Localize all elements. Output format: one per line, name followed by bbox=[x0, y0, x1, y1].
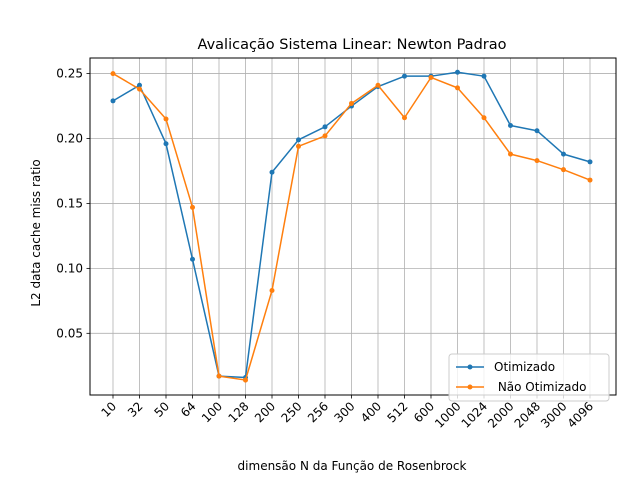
data-point bbox=[269, 169, 275, 175]
data-point bbox=[534, 128, 540, 134]
y-tick-label: 0.15 bbox=[56, 196, 83, 210]
legend-label-nao-otimizado: Não Otimizado bbox=[494, 380, 586, 394]
data-point bbox=[163, 116, 169, 122]
data-point bbox=[481, 73, 487, 79]
legend-marker-otimizado bbox=[467, 364, 473, 370]
data-point bbox=[402, 73, 407, 79]
data-point bbox=[163, 141, 169, 147]
data-point bbox=[587, 159, 593, 165]
y-tick-label: 0.20 bbox=[56, 132, 83, 146]
data-point bbox=[402, 115, 407, 121]
data-point bbox=[481, 115, 487, 121]
legend-label-otimizado: Otimizado bbox=[494, 360, 555, 374]
data-point bbox=[349, 100, 354, 106]
data-point bbox=[137, 82, 142, 88]
data-point bbox=[269, 287, 275, 293]
y-tick-label: 0.05 bbox=[56, 326, 83, 340]
data-point bbox=[296, 137, 301, 143]
data-point bbox=[561, 167, 566, 173]
data-point bbox=[322, 133, 328, 139]
chart-title: Avalicação Sistema Linear: Newton Padrao bbox=[198, 37, 507, 53]
y-axis-label: L2 data cache miss ratio bbox=[29, 159, 43, 306]
data-point bbox=[190, 204, 195, 210]
data-point bbox=[561, 151, 566, 157]
data-point bbox=[587, 177, 593, 183]
plot-frame bbox=[89, 57, 617, 396]
grid bbox=[90, 58, 616, 395]
x-axis-label: dimensão N da Função de Rosenbrock bbox=[238, 459, 467, 473]
data-point bbox=[534, 158, 540, 164]
data-point bbox=[296, 143, 301, 149]
data-point bbox=[243, 377, 248, 383]
legend-marker-nao-otimizado bbox=[467, 384, 473, 390]
data-point bbox=[508, 123, 513, 129]
legend-box bbox=[448, 353, 610, 402]
data-point bbox=[190, 256, 195, 262]
data-point bbox=[455, 85, 460, 91]
data-point bbox=[110, 71, 116, 77]
data-point bbox=[137, 86, 142, 92]
data-point bbox=[216, 373, 222, 379]
series-1 bbox=[110, 71, 593, 383]
data-point bbox=[508, 151, 513, 157]
data-point bbox=[428, 74, 434, 80]
data-point bbox=[322, 124, 328, 130]
data-point bbox=[375, 82, 381, 88]
y-tick-label: 0.25 bbox=[56, 67, 83, 81]
legend: Otimizado Não Otimizado bbox=[448, 353, 610, 402]
y-axis: 0.05 0.10 0.15 0.20 0.25 bbox=[56, 67, 90, 340]
series-layer bbox=[110, 69, 593, 383]
data-point bbox=[455, 69, 460, 75]
y-tick-label: 0.10 bbox=[56, 261, 83, 275]
data-point bbox=[110, 98, 116, 104]
